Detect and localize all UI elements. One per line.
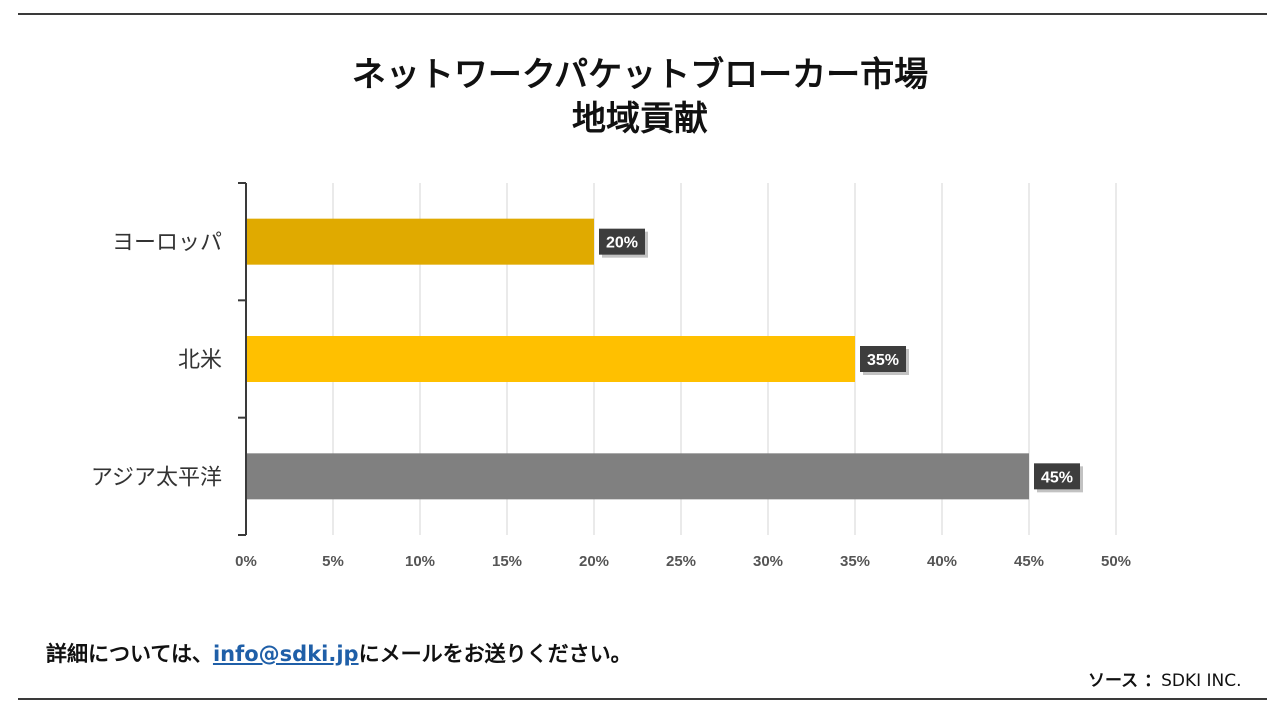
x-tick-label: 0% — [235, 553, 257, 570]
data-label: 20% — [606, 235, 638, 252]
source-label: ソース ： — [1088, 671, 1162, 691]
contact-suffix: にメールをお送りください。 — [358, 642, 632, 666]
source-note: ソース ：SDKI INC. — [1088, 666, 1242, 691]
bar — [246, 336, 855, 382]
bars — [246, 218, 1029, 500]
data-label-box — [599, 228, 645, 255]
category-label: アジア太平洋 — [91, 465, 222, 490]
category-label: 北米 — [178, 348, 222, 373]
x-tick-label: 25% — [666, 553, 696, 570]
contact-prefix: 詳細については、 — [46, 642, 213, 666]
x-tick-label: 30% — [753, 553, 783, 570]
x-tick-label: 40% — [927, 553, 957, 570]
data-label: 35% — [867, 352, 899, 369]
x-tick-label: 35% — [840, 553, 870, 570]
x-tick-label: 5% — [322, 553, 344, 570]
chart-subtitle: 地域貢献 — [572, 99, 708, 139]
data-label-box — [1034, 463, 1080, 490]
category-label: ヨーロッパ — [112, 231, 222, 256]
x-tick-labels: 0% 5% 10% 15% 20% 25% 30% 35% 40% 45% 50% — [235, 553, 1131, 570]
contact-note: 詳細については、info@sdki.jpにメールをお送りください。 — [46, 638, 632, 668]
top-rule — [18, 13, 1267, 15]
bar — [246, 218, 594, 265]
x-tick-label: 20% — [579, 553, 609, 570]
email-link[interactable]: info@sdki.jp — [212, 642, 359, 666]
data-label: 45% — [1041, 469, 1073, 486]
bottom-rule — [18, 698, 1267, 700]
data-labels: 20% 35% 45% — [599, 228, 1083, 493]
x-tick-label: 15% — [492, 553, 522, 570]
x-tick-label: 10% — [405, 553, 435, 570]
y-axis — [238, 182, 247, 536]
x-tick-label: 50% — [1101, 553, 1131, 570]
x-tick-label: 45% — [1014, 553, 1044, 570]
data-label-box — [860, 346, 906, 372]
bar — [246, 453, 1029, 500]
chart-title: ネットワークパケットブローカー市場 — [351, 55, 929, 95]
source-value: SDKI INC. — [1161, 671, 1242, 691]
